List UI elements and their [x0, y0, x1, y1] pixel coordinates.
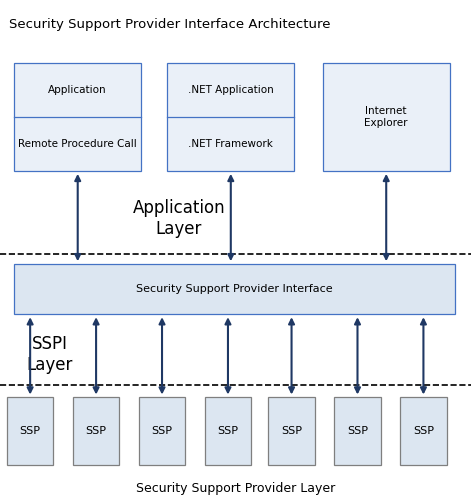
Text: SSP: SSP	[218, 427, 238, 436]
Bar	[7, 397, 53, 465]
Text: Security Support Provider Interface Architecture: Security Support Provider Interface Arch…	[9, 18, 331, 31]
Bar	[334, 397, 381, 465]
Text: SSP: SSP	[413, 427, 434, 436]
Bar	[73, 397, 119, 465]
Bar	[167, 63, 294, 171]
Text: Security Support Provider Interface: Security Support Provider Interface	[136, 284, 333, 294]
Text: .NET Framework: .NET Framework	[188, 139, 273, 149]
Bar	[14, 264, 455, 314]
Text: SSP: SSP	[281, 427, 302, 436]
Text: Internet
Explorer: Internet Explorer	[365, 106, 408, 128]
Text: SSPI
Layer: SSPI Layer	[26, 335, 73, 374]
Bar	[323, 63, 450, 171]
Text: Security Support Provider Layer: Security Support Provider Layer	[136, 482, 335, 495]
Text: Remote Procedure Call: Remote Procedure Call	[18, 139, 137, 149]
Text: SSP: SSP	[86, 427, 106, 436]
Text: .NET Application: .NET Application	[188, 85, 274, 95]
Text: SSP: SSP	[347, 427, 368, 436]
Bar	[139, 397, 185, 465]
Text: Application
Layer: Application Layer	[133, 199, 225, 238]
Bar	[205, 397, 251, 465]
Bar	[400, 397, 447, 465]
Text: SSP: SSP	[20, 427, 41, 436]
Bar	[14, 63, 141, 171]
Text: SSP: SSP	[152, 427, 172, 436]
Text: Application: Application	[49, 85, 107, 95]
Bar	[268, 397, 315, 465]
